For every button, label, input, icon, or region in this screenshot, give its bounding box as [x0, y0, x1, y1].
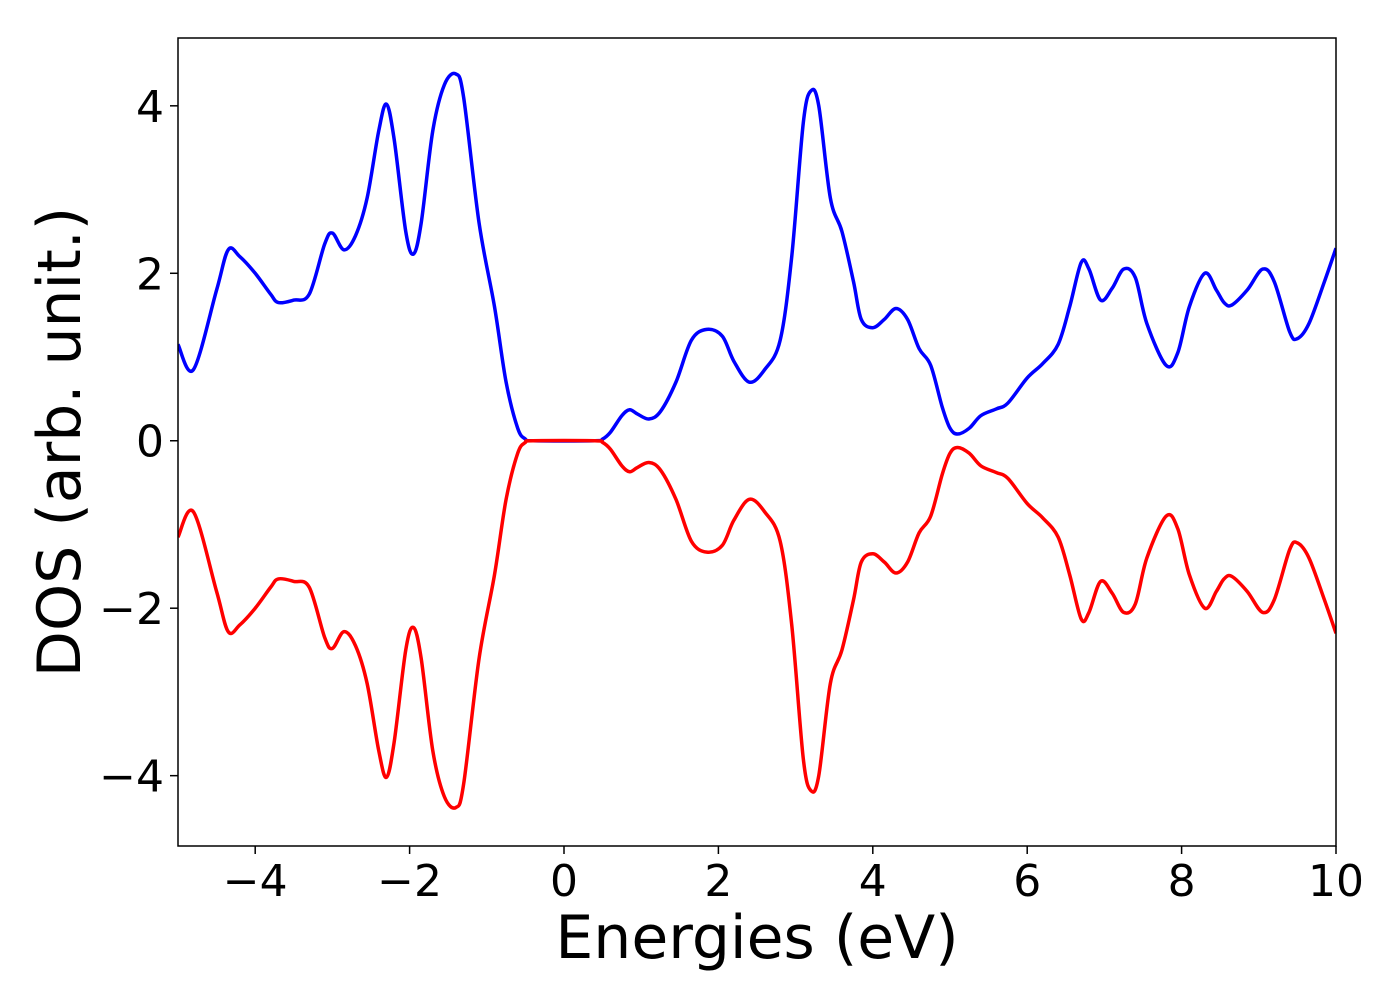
y-tick-label: 4	[136, 82, 164, 133]
x-tick-label: −4	[223, 856, 288, 907]
y-axis-label: DOS (arb. unit.)	[25, 207, 95, 677]
y-tick-label: −4	[99, 752, 164, 803]
x-tick-label: 2	[704, 856, 732, 907]
line-series	[178, 71, 1336, 443]
line-series	[178, 438, 1336, 810]
y-tick-label: 2	[136, 249, 164, 300]
y-tick-label: −2	[99, 584, 164, 635]
x-tick-label: 10	[1308, 856, 1364, 907]
x-tick-label: 6	[1013, 856, 1041, 907]
x-tick-label: 8	[1168, 856, 1196, 907]
plot-frame	[177, 37, 1337, 847]
x-axis-label: Energies (eV)	[555, 903, 958, 973]
x-tick-label: 0	[550, 856, 578, 907]
y-tick-label: 0	[136, 417, 164, 468]
x-tick-label: −2	[377, 856, 442, 907]
x-tick-label: 4	[859, 856, 887, 907]
